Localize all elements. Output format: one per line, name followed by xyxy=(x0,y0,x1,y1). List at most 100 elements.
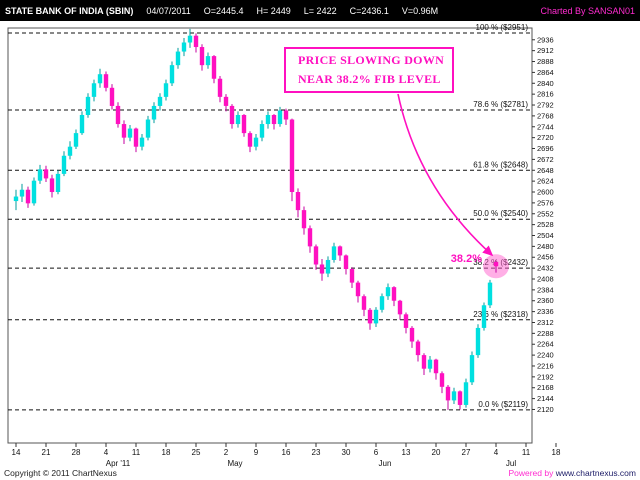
month-label: Jul xyxy=(506,459,516,468)
date-tick-label: 16 xyxy=(282,448,291,457)
price-axis-label: 2936 xyxy=(537,35,554,44)
candle xyxy=(31,180,37,204)
annotation-line2: NEAR 38.2% FIB LEVEL xyxy=(298,72,441,86)
candle xyxy=(385,287,391,297)
candle xyxy=(85,96,91,115)
date-tick-label: 20 xyxy=(432,448,441,457)
price-axis-label: 2528 xyxy=(537,220,554,229)
price-axis-label: 2408 xyxy=(537,274,554,283)
annotation-callout-box: PRICE SLOWING DOWN NEAR 38.2% FIB LEVEL xyxy=(284,47,454,93)
quote-low: L= 2422 xyxy=(303,5,337,16)
candle xyxy=(229,105,235,125)
month-label: May xyxy=(227,459,242,468)
candle xyxy=(73,133,79,147)
candle xyxy=(457,391,463,405)
price-axis-label: 2576 xyxy=(537,198,554,207)
price-axis-label: 2312 xyxy=(537,318,554,327)
quote-close: C=2436.1 xyxy=(349,5,389,16)
candle xyxy=(19,189,25,197)
fib-label: 61.8 % ($2648) xyxy=(473,160,528,169)
candle xyxy=(427,359,433,369)
candle xyxy=(373,309,379,324)
candle xyxy=(67,146,73,156)
candle xyxy=(439,373,445,387)
price-axis-label: 2384 xyxy=(537,285,554,294)
candle xyxy=(241,114,247,134)
annotation-line1: PRICE SLOWING DOWN xyxy=(298,53,445,68)
price-axis-label: 2168 xyxy=(537,383,554,392)
candle xyxy=(289,119,295,193)
candle xyxy=(421,355,427,369)
date-tick-label: 4 xyxy=(494,448,499,457)
price-axis-label: 2648 xyxy=(537,166,554,175)
candle xyxy=(187,35,193,43)
quote-volume: V=0.96M xyxy=(401,5,439,16)
candle xyxy=(361,296,367,310)
candle xyxy=(205,56,211,66)
candle xyxy=(277,110,283,125)
candle xyxy=(145,119,151,138)
annotation-arrow xyxy=(397,93,494,257)
fib-label: 78.6 % ($2781) xyxy=(473,100,528,109)
candle xyxy=(283,110,289,120)
price-axis-label: 2672 xyxy=(537,155,554,164)
candle xyxy=(115,105,121,125)
candle xyxy=(367,309,373,324)
price-axis-label: 2744 xyxy=(537,122,554,131)
candle xyxy=(313,246,319,265)
candles xyxy=(13,28,499,410)
month-label: Jun xyxy=(379,459,392,468)
date-tick-label: 13 xyxy=(402,448,411,457)
chartnexus-link[interactable]: www.chartnexus.com xyxy=(555,468,636,478)
candle xyxy=(379,296,385,310)
date-tick-label: 21 xyxy=(42,448,51,457)
candle xyxy=(151,105,157,120)
fib-callout-label: 38.2% xyxy=(451,253,482,265)
candle xyxy=(103,74,109,88)
candle xyxy=(481,305,487,328)
candle xyxy=(199,47,205,66)
date-tick-label: 2 xyxy=(224,448,229,457)
candle xyxy=(403,314,409,328)
candle xyxy=(271,114,277,125)
fib-label: 100 % ($2951) xyxy=(476,23,529,32)
price-axis-label: 2864 xyxy=(537,68,554,77)
candle xyxy=(295,192,301,211)
price-axis-label: 2480 xyxy=(537,242,554,251)
date-tick-label: 18 xyxy=(162,448,171,457)
fib-label: 23.6 % ($2318) xyxy=(473,310,528,319)
price-axis-label: 2216 xyxy=(537,361,554,370)
candle xyxy=(493,262,499,267)
candle xyxy=(463,382,469,405)
price-axis-label: 2432 xyxy=(537,264,554,273)
date-tick-label: 11 xyxy=(132,448,141,457)
candle xyxy=(139,137,145,147)
candle xyxy=(211,56,217,79)
candle xyxy=(397,300,403,315)
candle xyxy=(253,137,259,147)
candle xyxy=(235,114,241,125)
candle xyxy=(109,87,115,106)
price-axis-label: 2120 xyxy=(537,405,554,414)
candle xyxy=(391,287,397,301)
candle xyxy=(61,155,67,174)
candle xyxy=(487,282,493,306)
candle xyxy=(259,124,265,138)
candle xyxy=(343,255,349,270)
candle xyxy=(181,42,187,52)
price-axis-label: 2456 xyxy=(537,253,554,262)
candle xyxy=(355,282,361,297)
date-tick-label: 30 xyxy=(342,448,351,457)
price-axis-label: 2624 xyxy=(537,177,554,186)
price-axis-label: 2816 xyxy=(537,90,554,99)
candle xyxy=(319,264,325,274)
date-tick-label: 6 xyxy=(374,448,379,457)
price-axis-label: 2600 xyxy=(537,188,554,197)
candle xyxy=(91,83,97,97)
candle xyxy=(163,83,169,97)
candle xyxy=(223,96,229,106)
candle xyxy=(331,246,337,260)
candle xyxy=(13,196,19,202)
powered-by: Powered by www.chartnexus.com xyxy=(508,468,636,478)
